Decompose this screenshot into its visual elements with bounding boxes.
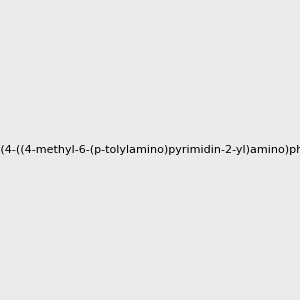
Text: 2-cyclopentyl-N-(4-((4-methyl-6-(p-tolylamino)pyrimidin-2-yl)amino)phenyl)acetam: 2-cyclopentyl-N-(4-((4-methyl-6-(p-tolyl… <box>0 145 300 155</box>
